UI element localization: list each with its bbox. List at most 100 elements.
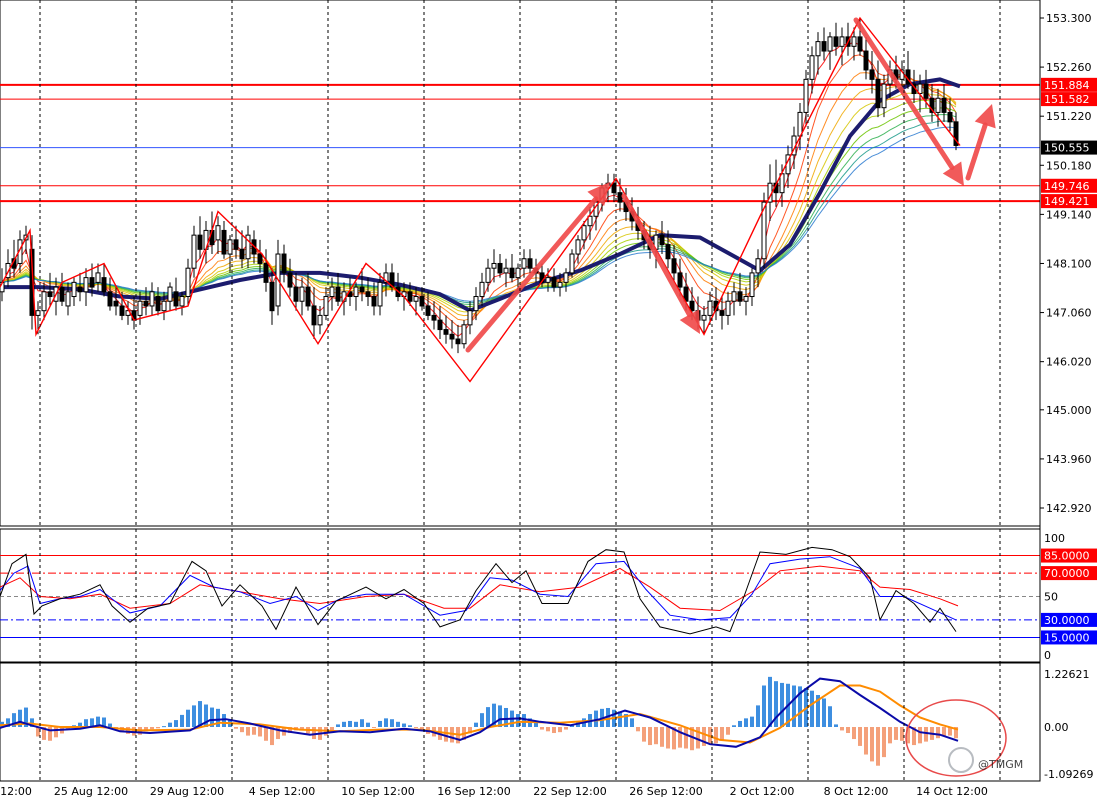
- candle-body: [425, 305, 431, 316]
- candle-body: [29, 248, 35, 316]
- macd-histogram-bar: [498, 705, 502, 727]
- candle-body: [677, 272, 683, 288]
- candle-body: [167, 286, 173, 302]
- price-label-text: 151.884: [1044, 79, 1090, 92]
- candle-body: [95, 272, 101, 283]
- candle-body: [353, 286, 359, 298]
- candle-body: [947, 111, 953, 123]
- osc-slow-line: [0, 556, 957, 621]
- candle-body: [65, 291, 71, 307]
- candle-body: [509, 267, 515, 279]
- price-tick-label: 149.140: [1046, 208, 1092, 221]
- candle-body: [383, 272, 389, 283]
- candle-body: [233, 239, 239, 250]
- osc-level-box: [1041, 548, 1097, 563]
- candle-body: [113, 300, 119, 307]
- candle-body: [455, 338, 461, 345]
- macd-histogram-bar: [906, 727, 910, 744]
- macd-histogram-bar: [864, 727, 868, 755]
- macd-histogram-bar: [162, 726, 166, 728]
- candle-body: [953, 121, 959, 146]
- candle-body: [107, 291, 113, 307]
- candle-body: [821, 41, 827, 52]
- candle-body: [797, 111, 803, 137]
- macd-histogram-bar: [690, 727, 694, 751]
- macd-histogram-bar: [660, 727, 664, 747]
- trend-arrow-shaft: [853, 17, 955, 171]
- macd-histogram-bar: [678, 727, 682, 748]
- candle-body: [929, 97, 935, 113]
- macd-histogram-bar: [846, 727, 850, 734]
- candle-body: [239, 248, 245, 260]
- candle-body: [473, 296, 479, 312]
- macd-histogram-bar: [738, 720, 742, 727]
- osc-level-label: 15.0000: [1044, 631, 1090, 644]
- trend-arrow-shaft: [965, 122, 988, 181]
- macd-histogram-bar: [378, 720, 382, 727]
- macd-histogram-bar: [750, 716, 754, 727]
- macd-histogram-bar: [96, 716, 100, 727]
- macd-histogram-bar: [696, 727, 700, 749]
- osc-tick-label: 0: [1044, 649, 1051, 662]
- candle-body: [365, 291, 371, 298]
- price-label-text: 149.746: [1044, 180, 1090, 193]
- candle-body: [173, 291, 179, 307]
- ma-ribbon-line: [1, 72, 957, 321]
- x-tick-label: 4 Sep 12:00: [249, 785, 315, 798]
- ma-ribbon-line: [1, 126, 957, 302]
- osc-tick-label: 100: [1044, 532, 1065, 545]
- price-panel[interactable]: 153.300 152.260 151.220 150.180 149.140 148.1…: [0, 0, 1097, 527]
- macd-histogram-bar: [450, 727, 454, 743]
- candle-body: [155, 296, 161, 312]
- x-tick-label: 14 Oct 12:00: [916, 785, 988, 798]
- macd-histogram-bar: [246, 727, 250, 736]
- macd-panel[interactable]: 1.22621 0.00 -1.09269: [0, 662, 1093, 782]
- candle-body: [371, 296, 377, 307]
- oscillator-panel[interactable]: 85.0000 70.0000 50 30.0000 15.0000 100 0: [0, 528, 1097, 663]
- macd-tick-label: 0.00: [1044, 721, 1069, 734]
- candle-body: [737, 291, 743, 302]
- candle-body: [941, 97, 947, 113]
- macd-histogram-bar: [624, 714, 628, 727]
- macd-histogram-bar: [198, 701, 202, 727]
- macd-histogram-bar: [516, 714, 520, 727]
- candle-body: [305, 286, 311, 307]
- macd-histogram-bar: [546, 727, 550, 732]
- price-tick-label: 150.180: [1046, 159, 1092, 172]
- macd-histogram-bar: [732, 725, 736, 727]
- macd-histogram-bar: [720, 727, 724, 740]
- macd-histogram-bar: [666, 727, 670, 749]
- axes: 12:00 25 Aug 12:00 29 Aug 12:00 4 Sep 12:00…: [0, 0, 1041, 798]
- candle-body: [617, 192, 623, 203]
- macd-histogram-bar: [912, 727, 916, 746]
- x-tick-label: 26 Sep 12:00: [629, 785, 702, 798]
- macd-histogram-bar: [564, 727, 568, 730]
- price-tick-label: 153.300: [1046, 12, 1092, 25]
- macd-histogram-bar: [522, 714, 526, 727]
- macd-histogram-bar: [12, 713, 16, 727]
- osc-signal-line: [0, 565, 959, 612]
- macd-histogram-bar: [6, 718, 10, 727]
- macd-histogram-bar: [672, 727, 676, 750]
- macd-histogram-bar: [618, 711, 622, 727]
- macd-histogram-bar: [264, 727, 268, 741]
- candle-body: [323, 296, 329, 316]
- price-tick-label: 147.060: [1046, 307, 1092, 320]
- candle-body: [47, 291, 53, 298]
- candle-body: [809, 55, 815, 80]
- macd-histogram-bar: [54, 727, 58, 738]
- macd-histogram-bar: [390, 719, 394, 727]
- candle-body: [437, 319, 443, 331]
- osc-level-label: 30.0000: [1044, 614, 1090, 627]
- candle-body: [497, 262, 503, 274]
- price-label-text: 151.582: [1044, 93, 1090, 106]
- macd-histogram-bar: [192, 705, 196, 727]
- candle-body: [407, 291, 413, 302]
- candle-body: [329, 286, 335, 298]
- candle-body: [419, 296, 425, 307]
- macd-histogram-bar: [894, 727, 898, 740]
- candle-body: [389, 272, 395, 288]
- candle-body: [431, 314, 437, 321]
- candle-body: [935, 97, 941, 113]
- osc-level-label: 70.0000: [1044, 567, 1090, 580]
